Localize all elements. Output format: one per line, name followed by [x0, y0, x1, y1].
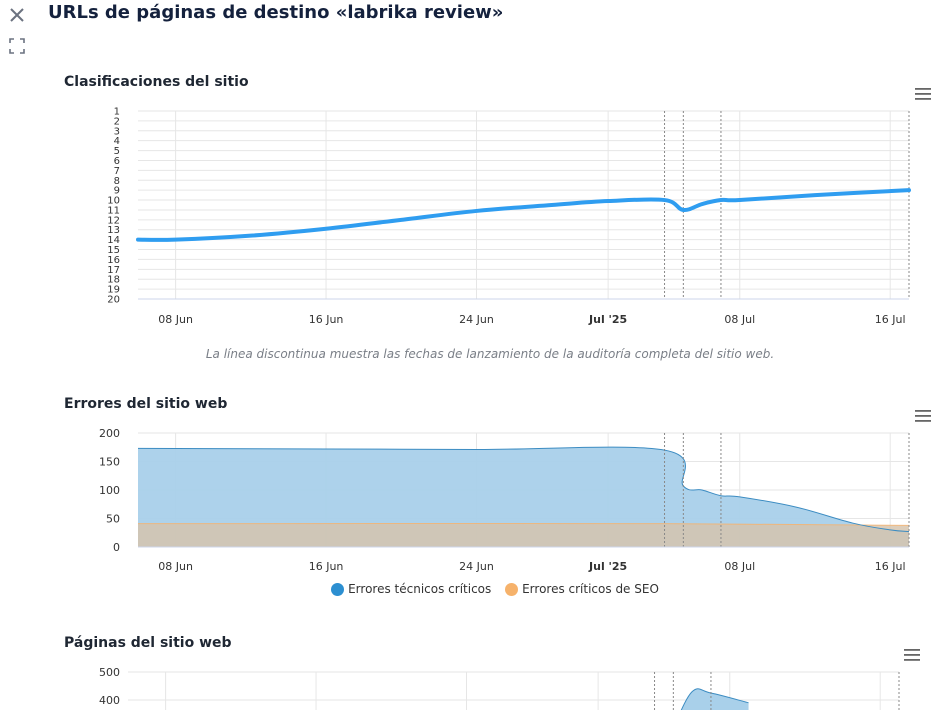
rankings-menu-icon[interactable] — [914, 87, 932, 101]
rank-y-tick-label: 10 — [107, 196, 120, 207]
err-x-tick-label: 08 Jun — [158, 560, 193, 573]
errors-legend: Errores técnicos críticos Errores crític… — [0, 582, 947, 599]
rank-x-tick-label: 16 Jun — [309, 313, 344, 326]
err-y-tick-label: 100 — [99, 484, 120, 497]
pages-chart: 400 500 — [99, 666, 900, 710]
rank-y-tick-label: 2 — [114, 116, 120, 127]
errors-chart: 0 50 100 150 200 08 Jun 16 Jun 24 Jun Jul '25 08 … — [99, 427, 910, 573]
rank-x-tick-label: 24 Jun — [459, 313, 494, 326]
rank-series-line — [136, 188, 911, 242]
rank-y-tick-label: 15 — [107, 245, 120, 256]
legend-item-seo-errors[interactable]: Errores críticos de SEO — [505, 582, 659, 596]
seo-errors-overlap — [138, 523, 909, 547]
err-x-tick-label: Jul '25 — [588, 560, 627, 573]
legend-item-tech-errors[interactable]: Errores técnicos críticos — [331, 582, 491, 596]
pages-chart-title: Páginas del sitio web — [64, 635, 232, 651]
err-x-tick-label: 16 Jun — [309, 560, 344, 573]
err-y-tick-label: 50 — [106, 513, 120, 526]
page-title: URLs de páginas de destino «labrika revi… — [48, 2, 504, 23]
err-y-tick-label: 150 — [99, 456, 120, 469]
top-bar: URLs de páginas de destino «labrika revi… — [0, 0, 947, 60]
rank-y-tick-label: 13 — [107, 225, 120, 236]
rank-x-tick-label: 08 Jul — [724, 313, 755, 326]
legend-dot-seo-errors — [505, 582, 519, 596]
close-icon[interactable] — [8, 6, 26, 24]
err-x-tick-label: 16 Jul — [875, 560, 906, 573]
tech-errors-line — [137, 446, 910, 533]
rank-y-tick-label: 16 — [107, 255, 120, 266]
rank-y-tick-label: 18 — [107, 275, 120, 286]
rank-y-tick-label: 7 — [114, 166, 120, 177]
launch-dates-note: La línea discontinua muestra las fechas … — [205, 347, 775, 361]
rank-x-tick-label: 16 Jul — [875, 313, 906, 326]
rank-y-tick-label: 14 — [107, 235, 120, 246]
rank-y-tick-label: 20 — [107, 295, 120, 306]
rankings-chart-title: Clasificaciones del sitio — [64, 74, 249, 90]
rank-y-tick-label: 17 — [107, 265, 120, 276]
tech-errors-area — [138, 447, 909, 547]
rank-y-tick-label: 8 — [114, 176, 120, 187]
err-y-tick-label: 200 — [99, 427, 120, 440]
rank-y-tick-label: 11 — [107, 205, 120, 216]
rank-x-tick-label: 08 Jun — [158, 313, 193, 326]
errors-chart-title: Errores del sitio web — [64, 396, 228, 412]
pages-area — [681, 688, 749, 710]
errors-menu-icon[interactable] — [914, 409, 932, 423]
rank-y-tick-label: 6 — [114, 156, 120, 167]
rank-y-tick-label: 4 — [114, 136, 120, 147]
seo-errors-line — [137, 522, 910, 526]
expand-icon[interactable] — [9, 38, 25, 54]
legend-label-tech-errors: Errores técnicos críticos — [348, 582, 492, 596]
rank-y-tick-label: 9 — [114, 186, 120, 197]
legend-dot-tech-errors — [331, 582, 345, 596]
rank-x-tick-label: Jul '25 — [588, 313, 627, 326]
rank-y-tick-label: 19 — [107, 285, 120, 296]
err-x-tick-label: 24 Jun — [459, 560, 494, 573]
legend-label-seo-errors: Errores críticos de SEO — [522, 582, 659, 596]
rank-y-tick-label: 12 — [107, 215, 120, 226]
pages-y-tick-label: 500 — [99, 666, 120, 679]
rank-y-tick-label: 3 — [114, 126, 120, 137]
err-y-tick-label: 0 — [113, 541, 120, 554]
pages-y-tick-label: 400 — [99, 694, 120, 707]
err-x-tick-label: 08 Jul — [724, 560, 755, 573]
rank-y-tick-label: 1 — [114, 107, 120, 118]
pages-menu-icon[interactable] — [903, 648, 921, 662]
rank-y-tick-label: 5 — [114, 146, 120, 157]
